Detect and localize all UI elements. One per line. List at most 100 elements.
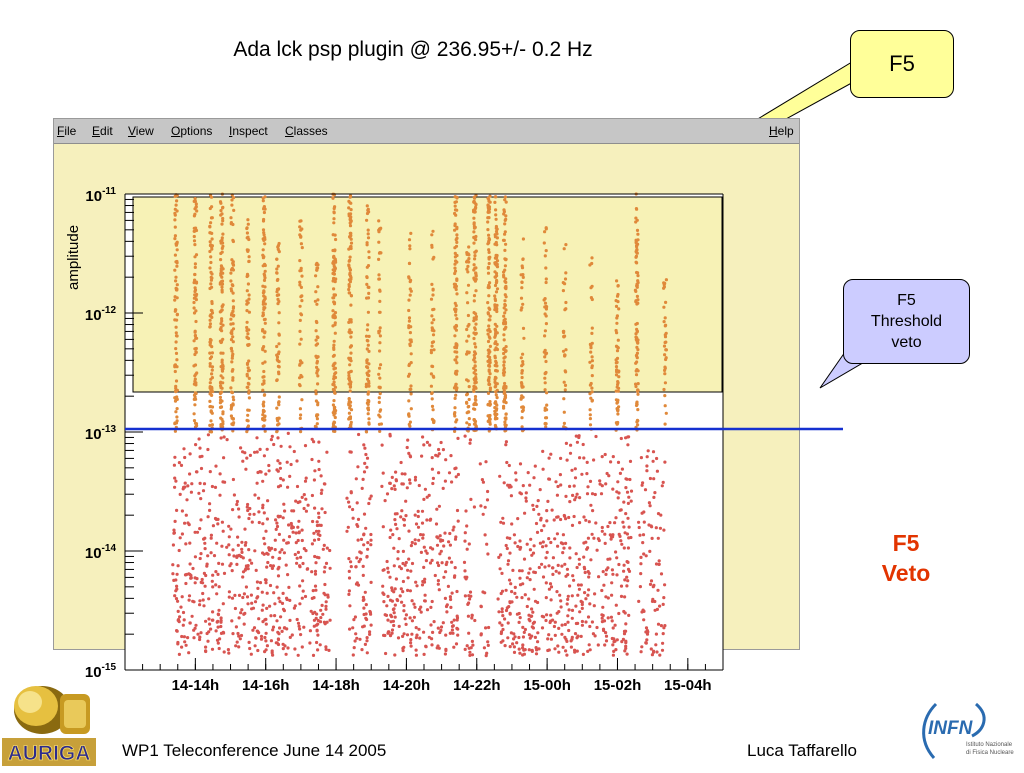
point-above [472, 316, 476, 320]
point-above [262, 207, 266, 211]
svg-text:INFN: INFN [928, 718, 974, 739]
menu-view[interactable]: View [128, 124, 154, 138]
point-below [557, 650, 561, 654]
point-above [634, 384, 638, 389]
point-below [656, 622, 661, 626]
point-below [522, 630, 526, 635]
point-above [173, 234, 177, 238]
point-below [663, 460, 667, 464]
point-below [654, 526, 658, 530]
point-below [318, 533, 322, 538]
point-below [200, 577, 204, 582]
point-above [221, 363, 225, 367]
point-below [586, 649, 590, 654]
point-below [382, 633, 386, 638]
point-below [555, 493, 560, 497]
point-below [180, 509, 184, 513]
point-above [175, 312, 179, 316]
point-below [590, 620, 595, 624]
point-below [241, 595, 245, 600]
point-above [407, 363, 411, 368]
point-above [503, 299, 507, 303]
point-below [430, 643, 434, 647]
point-below [195, 577, 199, 581]
point-below [218, 637, 222, 641]
point-below [467, 646, 471, 650]
point-above [502, 210, 506, 214]
point-above [275, 406, 279, 410]
point-below [559, 483, 563, 487]
point-below [202, 604, 206, 608]
point-above [231, 305, 236, 309]
point-above [210, 351, 214, 355]
point-above [562, 397, 566, 401]
point-above [261, 388, 265, 392]
point-above [300, 246, 304, 250]
point-above [503, 327, 507, 331]
point-below [219, 620, 223, 624]
point-above [379, 422, 383, 426]
point-below [452, 618, 456, 622]
point-below [481, 480, 485, 484]
point-above [503, 279, 507, 283]
point-below [188, 472, 192, 476]
point-above [617, 386, 621, 390]
menu-classes[interactable]: Classes [285, 124, 328, 138]
point-above [366, 402, 370, 406]
point-below [227, 543, 231, 547]
point-above [299, 413, 303, 417]
point-above [367, 210, 371, 214]
point-above [209, 255, 213, 259]
point-above [664, 278, 669, 282]
point-below [211, 524, 215, 528]
point-below [406, 438, 410, 442]
point-above [616, 389, 620, 393]
point-above [210, 301, 214, 306]
point-above [173, 237, 177, 241]
point-below [508, 645, 512, 649]
point-above [494, 390, 498, 394]
menu-help[interactable]: Help [769, 124, 794, 138]
point-above [407, 238, 412, 242]
point-above [473, 407, 477, 411]
point-above [246, 424, 250, 428]
point-below [297, 624, 301, 628]
point-above [220, 290, 224, 294]
point-below [283, 644, 287, 648]
point-below [645, 638, 649, 642]
point-below [388, 432, 392, 436]
point-above [474, 277, 478, 281]
menu-file[interactable]: File [57, 124, 77, 138]
point-below [206, 554, 210, 558]
menu-options[interactable]: Options [171, 124, 213, 138]
point-below [519, 492, 524, 496]
point-above [454, 313, 458, 317]
point-below [301, 589, 305, 593]
point-below [211, 585, 215, 589]
point-above [261, 264, 265, 268]
menu-edit[interactable]: Edit [92, 124, 113, 138]
point-above [409, 338, 413, 342]
point-below [419, 610, 423, 614]
point-below [595, 548, 599, 552]
point-above [299, 430, 303, 434]
menu-inspect[interactable]: Inspect [229, 124, 268, 138]
point-above [229, 222, 233, 226]
point-above [590, 398, 595, 402]
point-below [652, 495, 656, 499]
point-below [560, 564, 564, 568]
point-below [536, 499, 540, 503]
point-below [286, 573, 290, 577]
point-below [361, 598, 365, 603]
point-below [240, 608, 244, 612]
point-below [299, 555, 303, 560]
point-below [501, 614, 505, 618]
point-below [218, 493, 222, 497]
point-above [635, 327, 639, 331]
point-below [540, 528, 544, 533]
point-below [614, 648, 618, 652]
point-above [192, 339, 196, 343]
point-above [229, 287, 233, 291]
point-above [407, 412, 411, 416]
point-below [586, 570, 590, 574]
